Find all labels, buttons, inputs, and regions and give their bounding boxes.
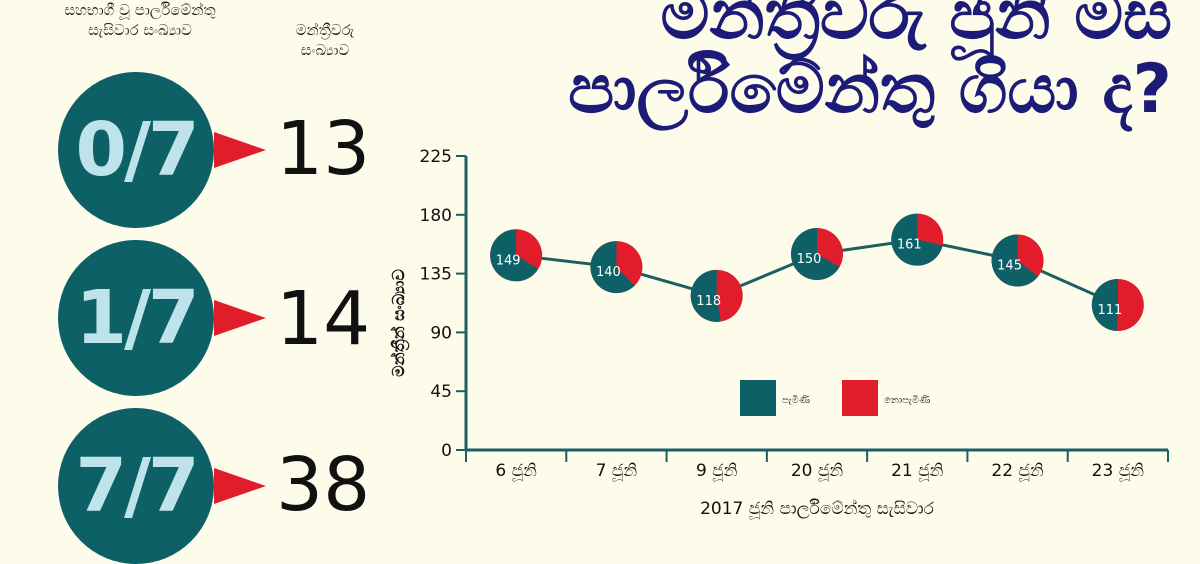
title-line-2: පාර්ලිමේන්තු ගියා ද? bbox=[568, 50, 1172, 129]
x-tick-label: 23 ජූනි bbox=[1092, 461, 1145, 481]
data-label: 145 bbox=[997, 259, 1022, 274]
data-label: 149 bbox=[496, 253, 521, 268]
pie-present-slice bbox=[490, 229, 539, 282]
pie-present-slice bbox=[891, 213, 943, 266]
header-sessions-attended: සහභාගී වූ පාර්ලිමේන්තු සැසිවාර සංඛ්‍යාව bbox=[64, 1, 216, 39]
legend-swatch bbox=[842, 380, 878, 416]
y-axis-label: මන්ත්‍රීන් සංඛ්‍යාව bbox=[389, 269, 410, 377]
member-count-0: 13 bbox=[276, 106, 371, 192]
data-label: 111 bbox=[1097, 303, 1122, 318]
data-label: 140 bbox=[596, 265, 621, 280]
header-member-count: මන්ත්‍රීවරු සංඛ්‍යාව bbox=[295, 21, 355, 59]
pie-present-slice bbox=[991, 234, 1039, 287]
data-label: 118 bbox=[696, 294, 721, 309]
pie-present-slice bbox=[1091, 278, 1118, 331]
y-tick-label: 0 bbox=[441, 441, 452, 461]
arrow-right-icon bbox=[214, 468, 266, 504]
data-label: 150 bbox=[797, 252, 822, 267]
x-tick-label: 22 ජූනි bbox=[991, 461, 1044, 481]
data-label: 161 bbox=[897, 238, 922, 253]
legend-label: නොපැමිණි bbox=[884, 395, 930, 406]
pie-present-slice bbox=[690, 269, 721, 322]
member-count-2: 38 bbox=[276, 442, 371, 528]
fraction-circle-1: 1/7 bbox=[58, 240, 214, 396]
arrow-right-icon bbox=[214, 132, 266, 168]
y-tick-label: 225 bbox=[420, 147, 452, 167]
fraction-circle-0: 0/7 bbox=[58, 72, 214, 228]
x-tick-label: 20 ජූනි bbox=[791, 461, 844, 481]
y-tick-label: 180 bbox=[420, 206, 452, 226]
attendance-chart: 0 45 90 135 180 225 6 ජූනි 7 ජූනි 9 ජූනි 20 ජූනි 2… bbox=[389, 147, 1169, 519]
member-count-1: 14 bbox=[276, 276, 371, 362]
title-line-1: මන්ත්‍රීවරු ජූනි මස bbox=[660, 0, 1172, 55]
legend-label: පැමිණි bbox=[782, 395, 810, 406]
fraction-circle-2: 7/7 bbox=[58, 408, 214, 564]
arrow-right-icon bbox=[214, 300, 266, 336]
x-tick-label: 7 ජූනි bbox=[596, 461, 638, 481]
x-tick-label: 9 ජූනි bbox=[696, 461, 738, 481]
pie-present-slice bbox=[791, 228, 840, 280]
x-tick-label: 21 ජූනි bbox=[891, 461, 944, 481]
pie-present-slice bbox=[590, 241, 635, 294]
y-tick-label: 90 bbox=[430, 323, 452, 343]
x-tick-label: 6 ජූනි bbox=[495, 461, 537, 481]
legend-swatch bbox=[740, 380, 776, 416]
y-tick-label: 135 bbox=[420, 265, 452, 285]
y-tick-label: 45 bbox=[430, 382, 452, 402]
x-axis-label: 2017 ජූනි පාර්ලිමේන්තු සැසිවාර bbox=[700, 499, 935, 519]
